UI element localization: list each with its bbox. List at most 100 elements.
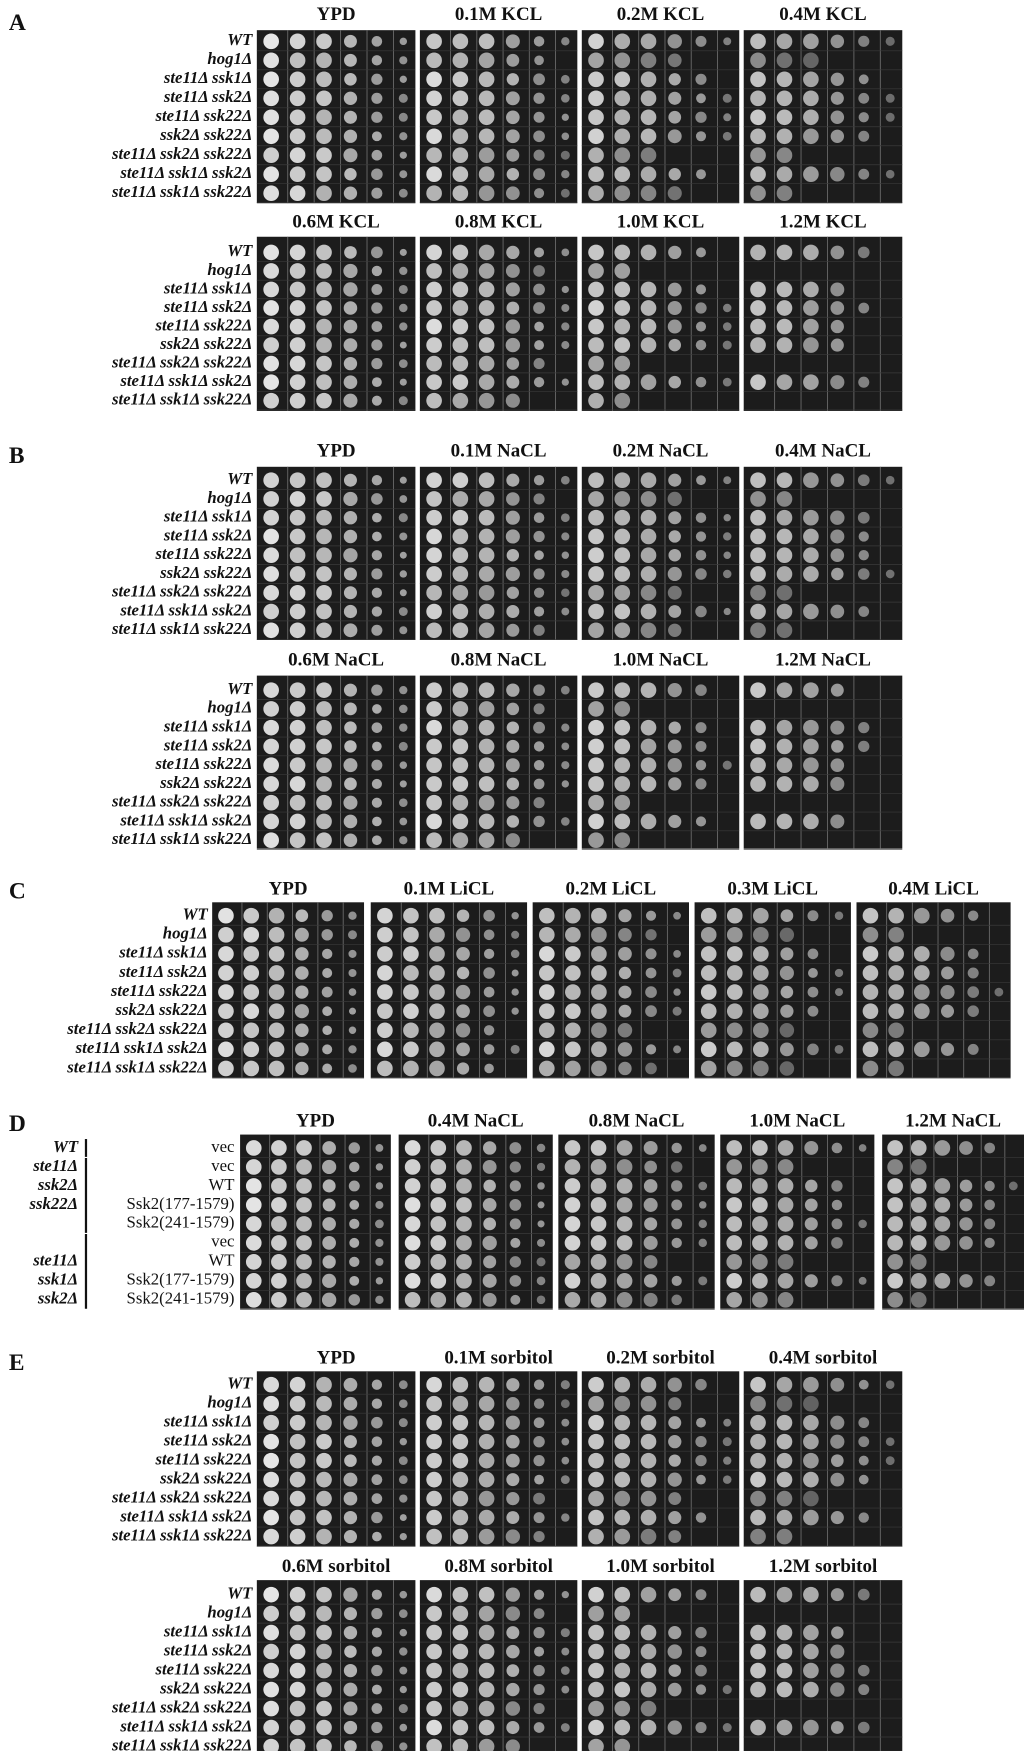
colony-spot xyxy=(565,1060,581,1077)
colony-spot xyxy=(372,531,382,542)
colony-spot xyxy=(750,491,766,507)
colony-spot xyxy=(404,1235,421,1251)
condition-label: YPD xyxy=(317,441,356,462)
colony-spot xyxy=(271,1178,287,1194)
colony-spot xyxy=(403,926,419,943)
colony-spot xyxy=(483,909,495,922)
strain-label: ssk2Δ ssk22Δ xyxy=(159,773,252,792)
colony-spot xyxy=(484,1063,494,1074)
plate xyxy=(581,236,740,411)
colony-spot xyxy=(343,1435,357,1449)
colony-spot xyxy=(588,185,604,202)
colony-spot xyxy=(534,188,545,199)
colony-spot xyxy=(289,281,306,298)
colony-spot xyxy=(316,300,332,316)
colony-spot xyxy=(803,682,819,698)
colony-spot xyxy=(640,1509,657,1526)
colony-spot xyxy=(399,170,408,179)
colony-spot xyxy=(750,166,766,183)
colony-spot xyxy=(289,147,306,164)
colony-spot xyxy=(726,1041,743,1058)
colony-spot xyxy=(538,907,555,924)
colony-spot xyxy=(538,1003,555,1019)
colony-spot xyxy=(561,1685,570,1694)
strain-label: ste11Δ ssk2Δ xyxy=(163,297,253,316)
colony-spot xyxy=(505,758,520,773)
colony-spot xyxy=(271,1197,287,1213)
colony-spot xyxy=(722,322,732,331)
colony-spot xyxy=(668,1435,682,1449)
colony-spot xyxy=(289,263,306,279)
plate xyxy=(581,1371,740,1547)
colony-spot xyxy=(696,93,706,104)
colony-spot xyxy=(723,476,732,485)
colony-spot xyxy=(263,71,279,88)
colony-spot xyxy=(371,302,383,314)
strain-label: ste11Δ ssk2Δ ssk22Δ xyxy=(66,1019,207,1038)
colony-spot xyxy=(533,624,545,636)
colony-spot xyxy=(885,112,895,122)
plate xyxy=(419,1580,578,1751)
colony-spot xyxy=(478,1719,495,1736)
colony-spot xyxy=(343,1510,358,1525)
colony-spot xyxy=(510,1294,521,1305)
colony-spot xyxy=(910,1178,927,1194)
construct-label: WT xyxy=(208,1175,234,1194)
colony-spot xyxy=(934,1216,951,1232)
colony-spot xyxy=(565,926,581,943)
colony-spot xyxy=(452,528,469,545)
plate xyxy=(743,675,903,849)
colony-spot xyxy=(505,186,520,201)
colony-spot xyxy=(377,907,393,924)
strain-label: ste11Δ ssk22Δ xyxy=(154,1449,252,1468)
colony-spot xyxy=(343,393,358,408)
colony-spot xyxy=(316,794,332,811)
colony-spot xyxy=(776,33,793,50)
colony-spot xyxy=(804,1217,818,1231)
plate xyxy=(581,30,740,204)
condition-label: 1.0M NaCL xyxy=(613,649,709,670)
colony-spot xyxy=(478,1395,495,1412)
colony-spot xyxy=(695,531,707,542)
colony-spot xyxy=(616,1216,633,1232)
colony-spot xyxy=(673,911,681,920)
colony-spot xyxy=(478,701,495,717)
colony-spot xyxy=(263,682,279,698)
colony-spot xyxy=(371,778,382,789)
colony-spot xyxy=(537,1182,545,1190)
colony-spot xyxy=(614,244,631,261)
colony-spot xyxy=(263,392,279,409)
colony-spot xyxy=(776,300,793,316)
colony-spot xyxy=(399,1532,407,1541)
colony-spot xyxy=(862,984,879,1000)
colony-spot xyxy=(695,339,707,351)
colony-spot xyxy=(723,1418,732,1427)
colony-spot xyxy=(830,720,845,735)
colony-spot xyxy=(588,509,604,526)
colony-spot xyxy=(561,607,570,616)
colony-spot xyxy=(914,946,930,962)
colony-spot xyxy=(343,91,358,105)
plate xyxy=(856,902,1011,1078)
condition-label: 0.2M LiCL xyxy=(566,878,657,899)
colony-spot xyxy=(914,907,930,924)
strain-label: ste11Δ ssk2Δ xyxy=(118,962,208,981)
colony-spot xyxy=(426,1433,442,1450)
colony-spot xyxy=(343,567,357,581)
colony-spot xyxy=(534,1474,544,1485)
colony-spot xyxy=(640,244,657,261)
colony-spot xyxy=(289,1395,306,1412)
colony-spot xyxy=(830,604,845,619)
colony-spot xyxy=(910,1292,927,1308)
colony-spot xyxy=(218,984,234,1000)
colony-spot xyxy=(777,1235,794,1251)
colony-spot xyxy=(533,568,545,580)
colony-spot xyxy=(377,965,393,981)
condition-label: 1.2M NaCL xyxy=(775,649,871,670)
strain-label: hog1Δ xyxy=(207,488,252,507)
colony-spot xyxy=(263,374,279,390)
colony-spot xyxy=(263,263,279,279)
colony-spot xyxy=(322,967,333,978)
colony-spot xyxy=(616,1273,633,1289)
colony-spot xyxy=(316,355,332,372)
